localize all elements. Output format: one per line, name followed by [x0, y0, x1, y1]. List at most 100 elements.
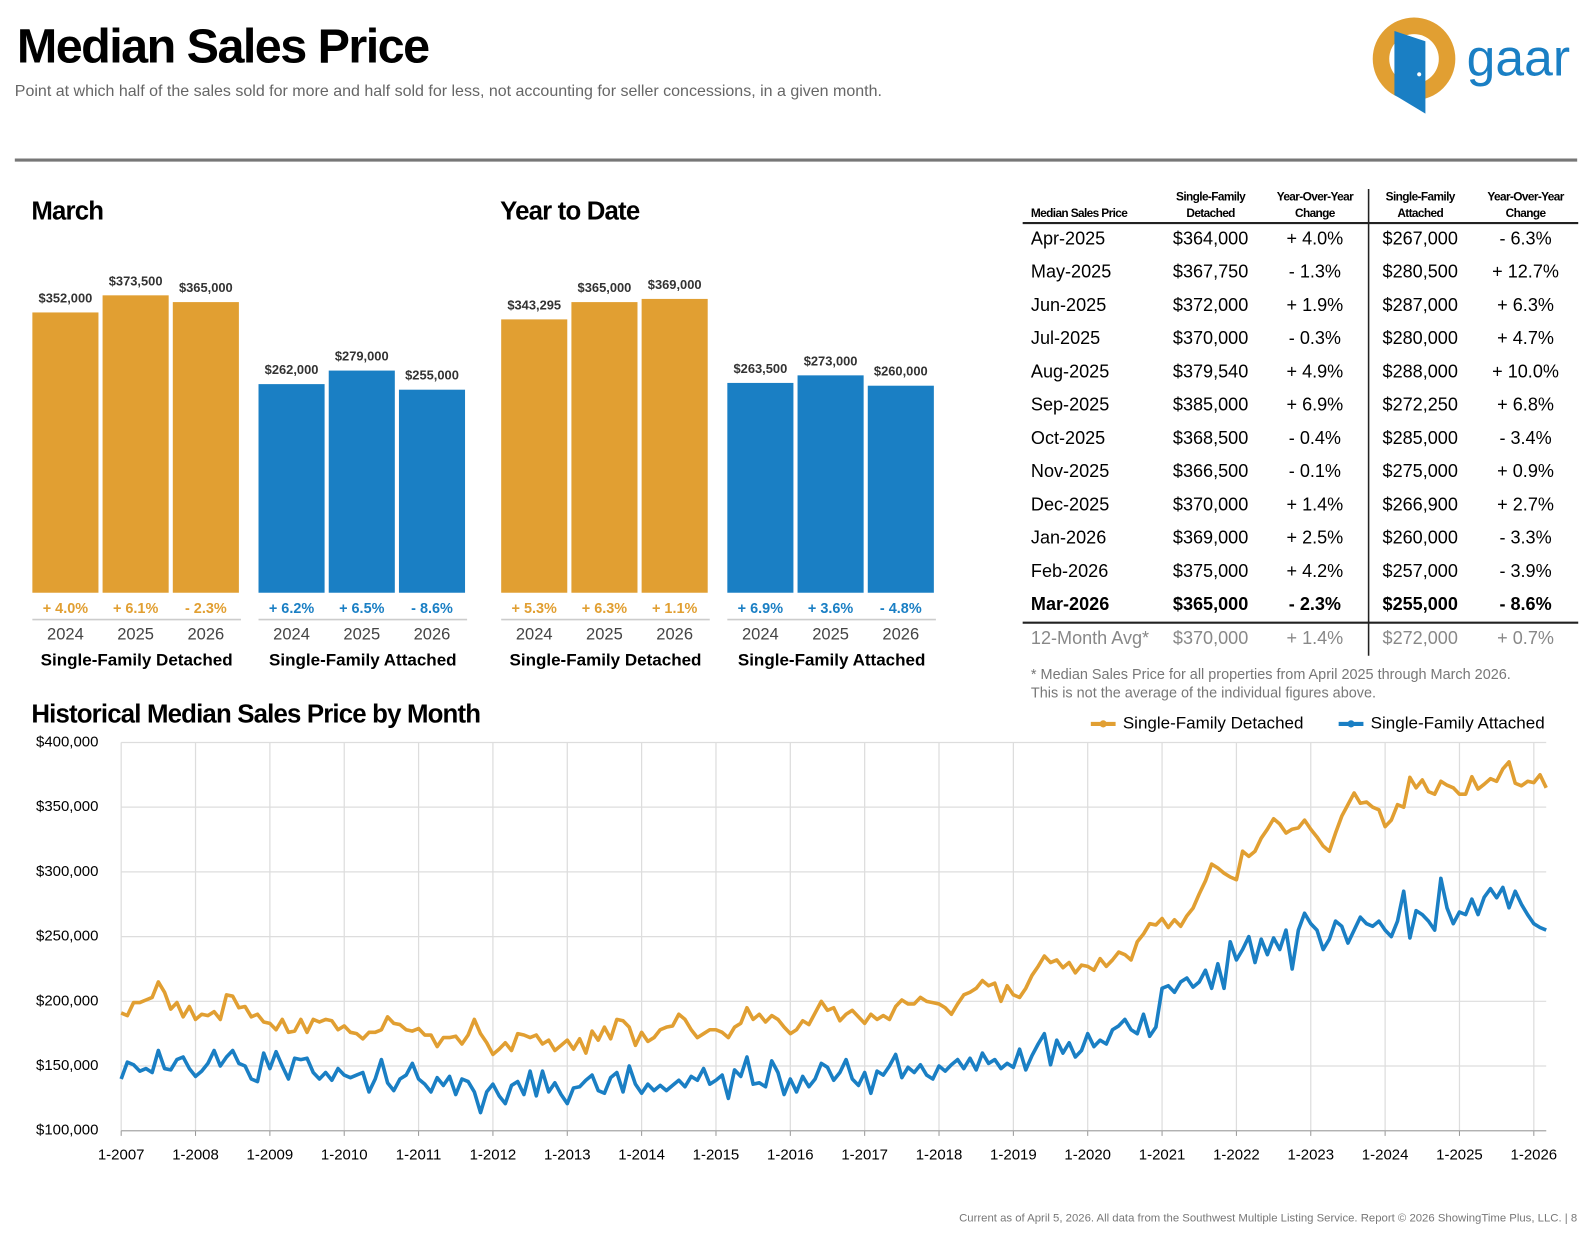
value-label: $369,000	[648, 277, 702, 292]
y-tick-label: $100,000	[36, 1122, 98, 1139]
x-tick-label: 1-2009	[247, 1146, 294, 1163]
x-tick-label: 1-2007	[98, 1146, 145, 1163]
logo-door	[1394, 30, 1426, 114]
x-tick-label: 2024	[742, 624, 779, 643]
table-cell: - 3.3%	[1499, 528, 1551, 548]
x-tick-label: 1-2010	[321, 1146, 368, 1163]
table-cell: $272,250	[1383, 395, 1458, 415]
table-cell: May-2025	[1031, 262, 1111, 282]
x-tick-label: 2024	[47, 624, 84, 643]
table-footnote: * Median Sales Price for all properties …	[1031, 667, 1511, 683]
bar	[867, 385, 934, 593]
y-tick-label: $300,000	[36, 863, 98, 880]
x-tick-label: 1-2012	[470, 1146, 517, 1163]
legend-label: Single-Family Detached	[1123, 713, 1304, 732]
change-label: + 6.3%	[582, 601, 628, 617]
table-cell: + 1.9%	[1287, 295, 1344, 315]
x-tick-label: 1-2023	[1287, 1146, 1334, 1163]
value-label: $365,000	[179, 280, 233, 295]
change-label: - 2.3%	[185, 601, 227, 617]
table-cell: + 1.4%	[1287, 494, 1344, 514]
table-cell: Aug-2025	[1031, 361, 1109, 381]
x-tick-label: 1-2015	[693, 1146, 740, 1163]
table-cell: $280,000	[1383, 328, 1458, 348]
table-cell: $372,000	[1173, 295, 1248, 315]
x-tick-label: 1-2021	[1139, 1146, 1186, 1163]
group-label: Single-Family Attached	[269, 650, 457, 669]
change-label: + 6.2%	[269, 601, 315, 617]
x-tick-label: 1-2026	[1511, 1146, 1558, 1163]
table-cell: $370,000	[1173, 628, 1248, 648]
bar	[641, 298, 708, 593]
table-header: Single-Family	[1386, 189, 1456, 203]
series-line	[119, 876, 1547, 1115]
group-label: Single-Family Attached	[738, 650, 926, 669]
legend-label: Single-Family Attached	[1371, 713, 1545, 732]
table-cell: $385,000	[1173, 395, 1248, 415]
table-cell: + 4.2%	[1287, 561, 1344, 581]
table-cell: Feb-2026	[1031, 561, 1108, 581]
table-cell: $368,500	[1173, 428, 1248, 448]
bar	[398, 389, 466, 593]
table-header: Change	[1506, 206, 1547, 220]
table-cell: $370,000	[1173, 328, 1248, 348]
value-label: $262,000	[265, 362, 319, 377]
change-label: + 5.3%	[512, 601, 558, 617]
x-tick-label: 2025	[812, 624, 849, 643]
x-tick-label: 2024	[516, 624, 553, 643]
value-label: $343,295	[507, 297, 561, 312]
y-tick-label: $150,000	[36, 1057, 98, 1074]
y-tick-label: $350,000	[36, 798, 98, 815]
x-tick-label: 2025	[586, 624, 623, 643]
table-cell: - 3.4%	[1499, 428, 1551, 448]
x-tick-label: 2026	[414, 624, 451, 643]
table-cell: Nov-2025	[1031, 461, 1109, 481]
table-cell: - 2.3%	[1289, 594, 1341, 614]
table-cell: $267,000	[1383, 228, 1458, 248]
table-cell: + 4.0%	[1287, 228, 1344, 248]
table-cell: Jun-2025	[1031, 295, 1106, 315]
table-cell: - 6.3%	[1499, 228, 1551, 248]
table-cell: $365,000	[1173, 594, 1248, 614]
table-cell: + 1.4%	[1287, 628, 1344, 648]
table-cell: $260,000	[1383, 528, 1458, 548]
logo: gaar	[1372, 17, 1570, 114]
table-cell: + 0.7%	[1497, 628, 1554, 648]
table-cell: Oct-2025	[1031, 428, 1105, 448]
bar	[32, 312, 99, 593]
table-cell: $272,000	[1383, 628, 1458, 648]
table-cell: $266,900	[1383, 494, 1458, 514]
table-cell: 12-Month Avg*	[1031, 628, 1149, 648]
logo-text: gaar	[1467, 29, 1570, 87]
table-header: Median Sales Price	[1031, 206, 1128, 220]
table-cell: + 6.9%	[1287, 395, 1344, 415]
table-cell: Apr-2025	[1031, 228, 1105, 248]
x-tick-label: 1-2022	[1213, 1146, 1260, 1163]
table-header: Year-Over-Year	[1487, 189, 1564, 203]
x-tick-label: 2024	[273, 624, 310, 643]
table-cell: $287,000	[1383, 295, 1458, 315]
table-cell: $285,000	[1383, 428, 1458, 448]
table-footnote: This is not the average of the individua…	[1031, 686, 1376, 702]
x-tick-label: 1-2018	[916, 1146, 963, 1163]
table-cell: $369,000	[1173, 528, 1248, 548]
change-label: + 6.9%	[738, 601, 784, 617]
series-line	[120, 760, 1548, 1057]
table-cell: $364,000	[1173, 228, 1248, 248]
group-label: Single-Family Detached	[41, 650, 233, 669]
legend-dot	[1099, 720, 1107, 728]
table-header: Year-Over-Year	[1277, 189, 1354, 203]
x-tick-label: 1-2020	[1064, 1146, 1111, 1163]
x-tick-label: 1-2014	[618, 1146, 665, 1163]
table-cell: $366,500	[1173, 461, 1248, 481]
table-cell: Jan-2026	[1031, 528, 1106, 548]
chart-title: Historical Median Sales Price by Month	[31, 700, 480, 728]
value-label: $273,000	[804, 353, 858, 368]
group-label: Single-Family Detached	[510, 650, 702, 669]
table-cell: $288,000	[1383, 361, 1458, 381]
table-cell: - 0.4%	[1289, 428, 1341, 448]
table-cell: $375,000	[1173, 561, 1248, 581]
table-cell: Jul-2025	[1031, 328, 1100, 348]
table-cell: + 12.7%	[1492, 262, 1559, 282]
table-header: Attached	[1397, 206, 1443, 220]
